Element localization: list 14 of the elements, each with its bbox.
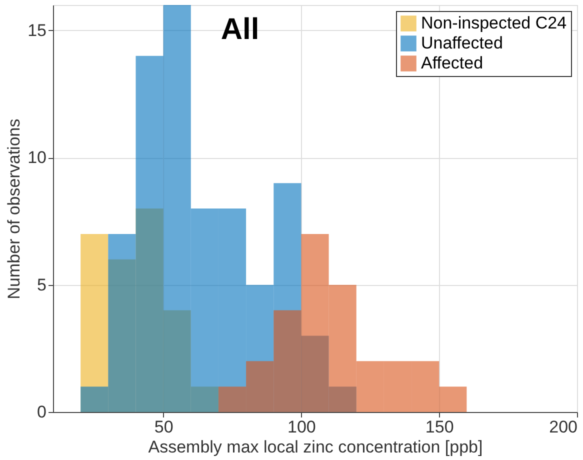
x-tick-label: 50 [154,418,174,436]
legend-label: Unaffected [421,34,503,52]
y-tick-label: 10 [28,148,46,168]
x-tick-label: 150 [425,418,454,436]
legend-label: Non-inspected C24 [421,14,567,32]
x-axis-title: Assembly max local zinc concentration [ppb] [148,438,483,456]
y-axis-title: Number of observations [4,118,24,300]
chart-title: All [220,13,260,46]
y-tick-label: 0 [37,402,46,422]
x-tick-label: 200 [549,418,578,436]
x-tick-label: 100 [288,418,316,436]
y-tick-label: 5 [37,275,46,294]
legend-label: Affected [421,54,484,72]
y-tick-label: 15 [28,20,46,40]
